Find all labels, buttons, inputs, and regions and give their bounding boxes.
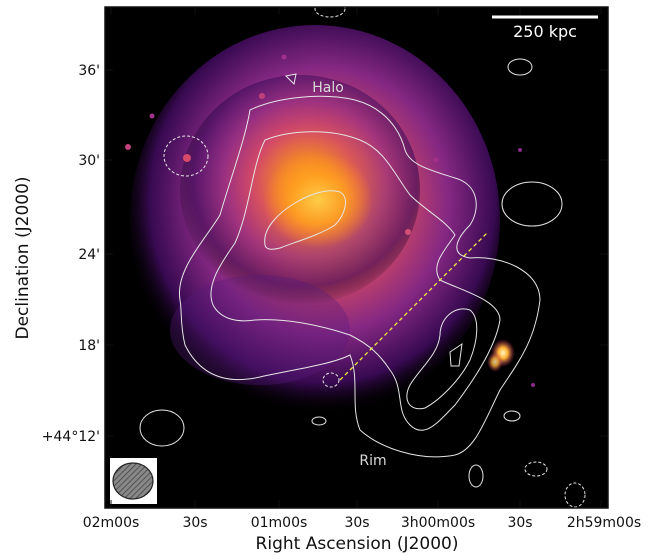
radio-contours [139, 58, 563, 488]
x-tick-label: 30s [182, 515, 207, 531]
x-tick-marks [110, 7, 602, 508]
y-tick-label: 24' [78, 247, 100, 263]
x-tick-label: 01m00s [251, 515, 308, 531]
x-tick-label: 30s [507, 515, 532, 531]
negative-contours [163, 7, 586, 508]
x-tick-label: 30s [344, 515, 369, 531]
x-tick-label: 02m00s [83, 515, 140, 531]
scale-bar-label: 250 kpc [513, 22, 577, 41]
y-tick-label: 18' [78, 338, 100, 354]
x-axis-label: Right Ascension (J2000) [256, 534, 459, 554]
halo-label: Halo [312, 80, 344, 96]
y-axis-label: Declination (J2000) [13, 176, 33, 339]
x-tick-label: 2h59m00s [567, 515, 641, 531]
y-tick-label: +44°12' [42, 429, 100, 445]
y-tick-label: 30' [78, 153, 100, 169]
xray-emission-image [110, 7, 598, 508]
y-tick-label: 36' [78, 63, 100, 79]
x-tick-label: 3h00m00s [401, 515, 475, 531]
beam-ellipse [112, 462, 154, 500]
rim-label: Rim [359, 453, 386, 469]
y-tick-marks [105, 69, 608, 437]
